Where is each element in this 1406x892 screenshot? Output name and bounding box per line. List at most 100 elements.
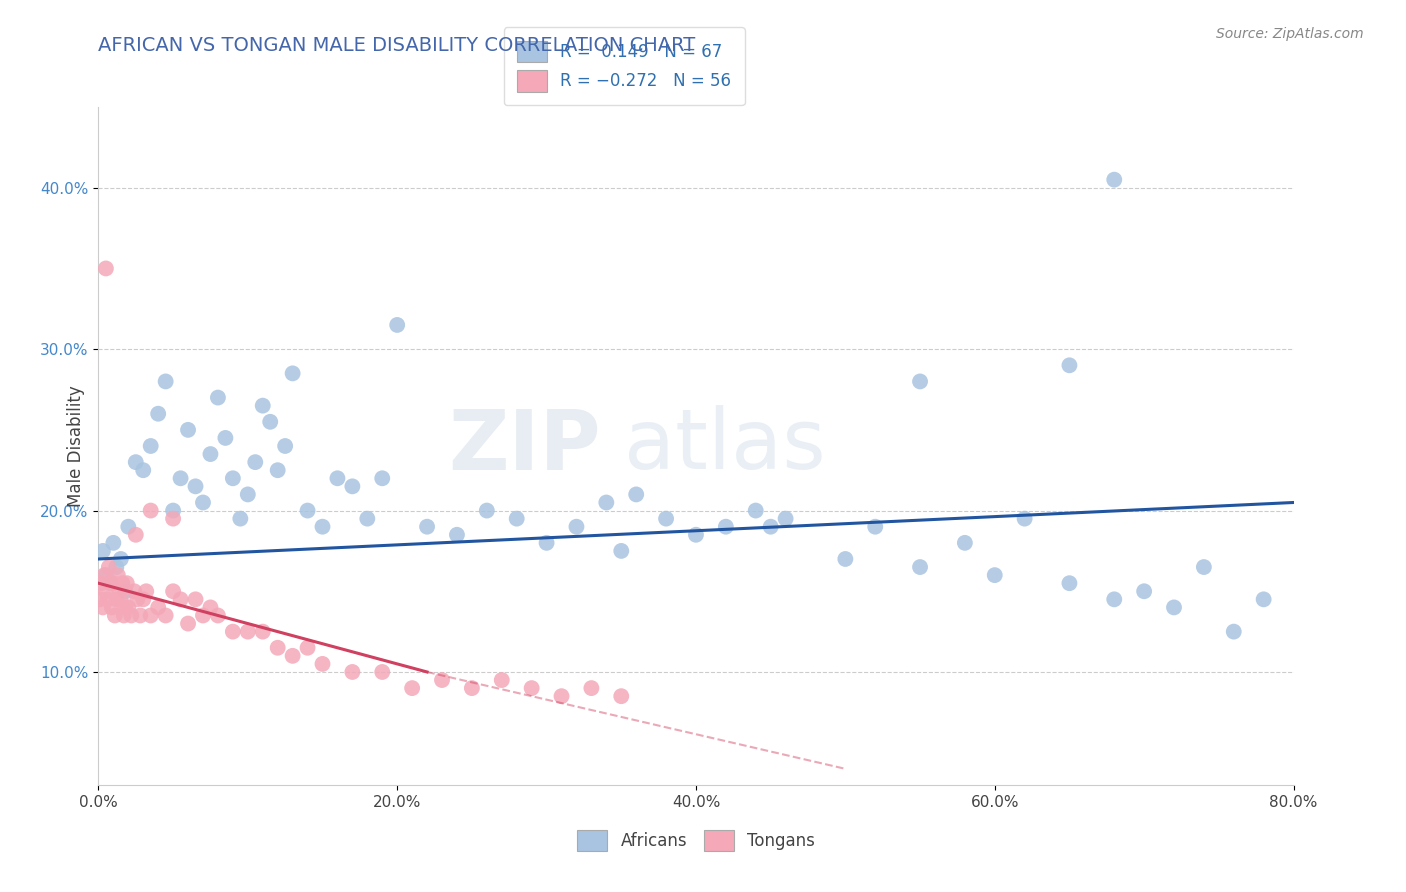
Point: [91, 600, 114, 615]
Point: [162, 503, 184, 517]
Point: [97, 560, 120, 574]
Point: [139, 503, 162, 517]
Point: [581, 681, 603, 695]
Point: [1059, 359, 1081, 373]
Point: [184, 592, 207, 607]
Point: [252, 624, 274, 639]
Point: [984, 568, 1007, 582]
Point: [115, 576, 138, 591]
Point: [475, 503, 498, 517]
Point: [1223, 624, 1246, 639]
Point: [610, 544, 633, 558]
Point: [1059, 576, 1081, 591]
Point: [520, 681, 543, 695]
Point: [281, 648, 304, 663]
Point: [274, 439, 297, 453]
Point: [446, 528, 468, 542]
Point: [536, 536, 558, 550]
Point: [139, 439, 162, 453]
Point: [1253, 592, 1275, 607]
Point: [117, 519, 139, 533]
Point: [506, 511, 529, 525]
Point: [430, 673, 453, 687]
Point: [371, 471, 394, 485]
Point: [101, 600, 124, 615]
Point: [297, 640, 319, 655]
Point: [1163, 600, 1185, 615]
Point: [491, 673, 513, 687]
Text: ZIP: ZIP: [449, 406, 600, 486]
Point: [342, 479, 364, 493]
Point: [91, 544, 114, 558]
Text: atlas: atlas: [624, 406, 825, 486]
Point: [107, 568, 129, 582]
Point: [565, 519, 588, 533]
Point: [89, 592, 111, 607]
Y-axis label: Male Disability: Male Disability: [66, 385, 84, 507]
Point: [1104, 592, 1126, 607]
Point: [177, 616, 200, 631]
Point: [626, 487, 648, 501]
Point: [110, 592, 132, 607]
Point: [177, 423, 200, 437]
Point: [114, 600, 136, 615]
Point: [236, 487, 259, 501]
Point: [685, 528, 707, 542]
Point: [207, 391, 229, 405]
Point: [200, 447, 222, 461]
Point: [214, 431, 236, 445]
Point: [1133, 584, 1156, 599]
Point: [236, 624, 259, 639]
Point: [98, 576, 122, 591]
Point: [834, 552, 856, 566]
Point: [127, 592, 149, 607]
Point: [953, 536, 976, 550]
Point: [120, 608, 142, 623]
Point: [342, 665, 364, 679]
Point: [222, 624, 245, 639]
Point: [90, 576, 112, 591]
Point: [1192, 560, 1215, 574]
Point: [222, 471, 245, 485]
Point: [103, 576, 125, 591]
Point: [1014, 511, 1036, 525]
Point: [655, 511, 678, 525]
Point: [461, 681, 484, 695]
Point: [108, 584, 131, 599]
Point: [908, 375, 931, 389]
Point: [98, 576, 122, 591]
Point: [125, 528, 148, 542]
Point: [94, 568, 117, 582]
Point: [94, 261, 117, 276]
Point: [155, 375, 177, 389]
Point: [326, 471, 349, 485]
Point: [229, 511, 252, 525]
Point: [103, 536, 125, 550]
Point: [132, 463, 155, 477]
Text: AFRICAN VS TONGAN MALE DISABILITY CORRELATION CHART: AFRICAN VS TONGAN MALE DISABILITY CORREL…: [98, 36, 696, 54]
Legend: Africans, Tongans: Africans, Tongans: [571, 823, 821, 858]
Point: [162, 584, 184, 599]
Point: [169, 471, 191, 485]
Point: [610, 689, 633, 703]
Point: [401, 681, 423, 695]
Point: [111, 576, 134, 591]
Point: [714, 519, 737, 533]
Point: [908, 560, 931, 574]
Point: [117, 600, 139, 615]
Point: [135, 584, 157, 599]
Point: [356, 511, 378, 525]
Point: [259, 415, 281, 429]
Point: [245, 455, 267, 469]
Point: [93, 568, 115, 582]
Point: [110, 552, 132, 566]
Point: [105, 592, 128, 607]
Point: [311, 657, 333, 671]
Point: [129, 608, 152, 623]
Point: [595, 495, 617, 509]
Point: [114, 584, 136, 599]
Point: [191, 495, 214, 509]
Point: [252, 399, 274, 413]
Point: [132, 592, 155, 607]
Point: [94, 584, 117, 599]
